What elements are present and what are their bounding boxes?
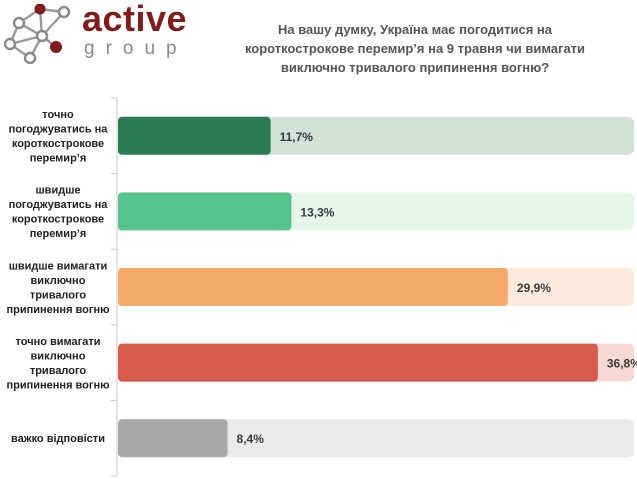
category-label: точно погоджуватись на короткострокове пере…: [9, 109, 109, 165]
category-label: важко відповісти: [11, 433, 105, 445]
category-label-line: точно вимагати: [16, 336, 101, 348]
data-label: 36,8%: [607, 357, 637, 371]
category-label-line: виключно: [31, 275, 86, 287]
category-label-line: швидше: [36, 185, 81, 197]
bar: [118, 343, 598, 382]
category-label-line: перемир’я: [30, 153, 87, 165]
category-label-line: точно: [42, 109, 74, 121]
category-label-line: короткострокове: [12, 214, 104, 226]
data-label: 8,4%: [237, 432, 265, 446]
category-label-line: швидше вимагати: [9, 260, 108, 272]
category-label-line: погоджуватись на: [9, 124, 109, 136]
active-group-logo: active group: [4, 0, 190, 64]
category-label-line: припинення вогню: [6, 304, 109, 316]
category-label: швидше вимагати виключно тривалого припинен…: [6, 260, 109, 316]
category-label-line: припинення вогню: [6, 379, 109, 391]
data-label: 29,9%: [517, 281, 551, 295]
chart-title-line: На вашу думку, Україна має погодитися на: [277, 22, 553, 37]
brand-name: active: [82, 0, 188, 39]
category-label: швидше погоджуватись на короткострокове пер…: [9, 185, 109, 241]
data-label: 13,3%: [300, 205, 334, 219]
category-label-line: перемир’я: [30, 228, 87, 240]
category-label-line: важко відповісти: [11, 433, 105, 445]
category-label: точно вимагати виключно тривалого припиненн…: [6, 336, 109, 392]
category-label-line: короткострокове: [12, 138, 104, 150]
bar: [118, 116, 271, 155]
chart-title-line: короткострокове перемир’я на 9 травня чи…: [244, 41, 586, 56]
brand-subtitle: group: [84, 38, 188, 59]
network-logo-icon: [4, 4, 71, 64]
data-label: 11,7%: [280, 130, 314, 144]
chart-title: На вашу думку, Україна має погодитися на…: [205, 20, 625, 77]
category-label-line: погоджуватись на: [9, 199, 109, 211]
bar: [118, 419, 228, 458]
bar-track: [118, 419, 634, 458]
category-label-line: виключно: [31, 350, 86, 362]
category-label-line: тривалого: [30, 289, 87, 301]
bar: [118, 268, 508, 306]
bar: [118, 192, 292, 231]
chart-title-line: виключно тривалого припинення вогню?: [280, 60, 550, 75]
category-label-line: тривалого: [30, 365, 87, 377]
